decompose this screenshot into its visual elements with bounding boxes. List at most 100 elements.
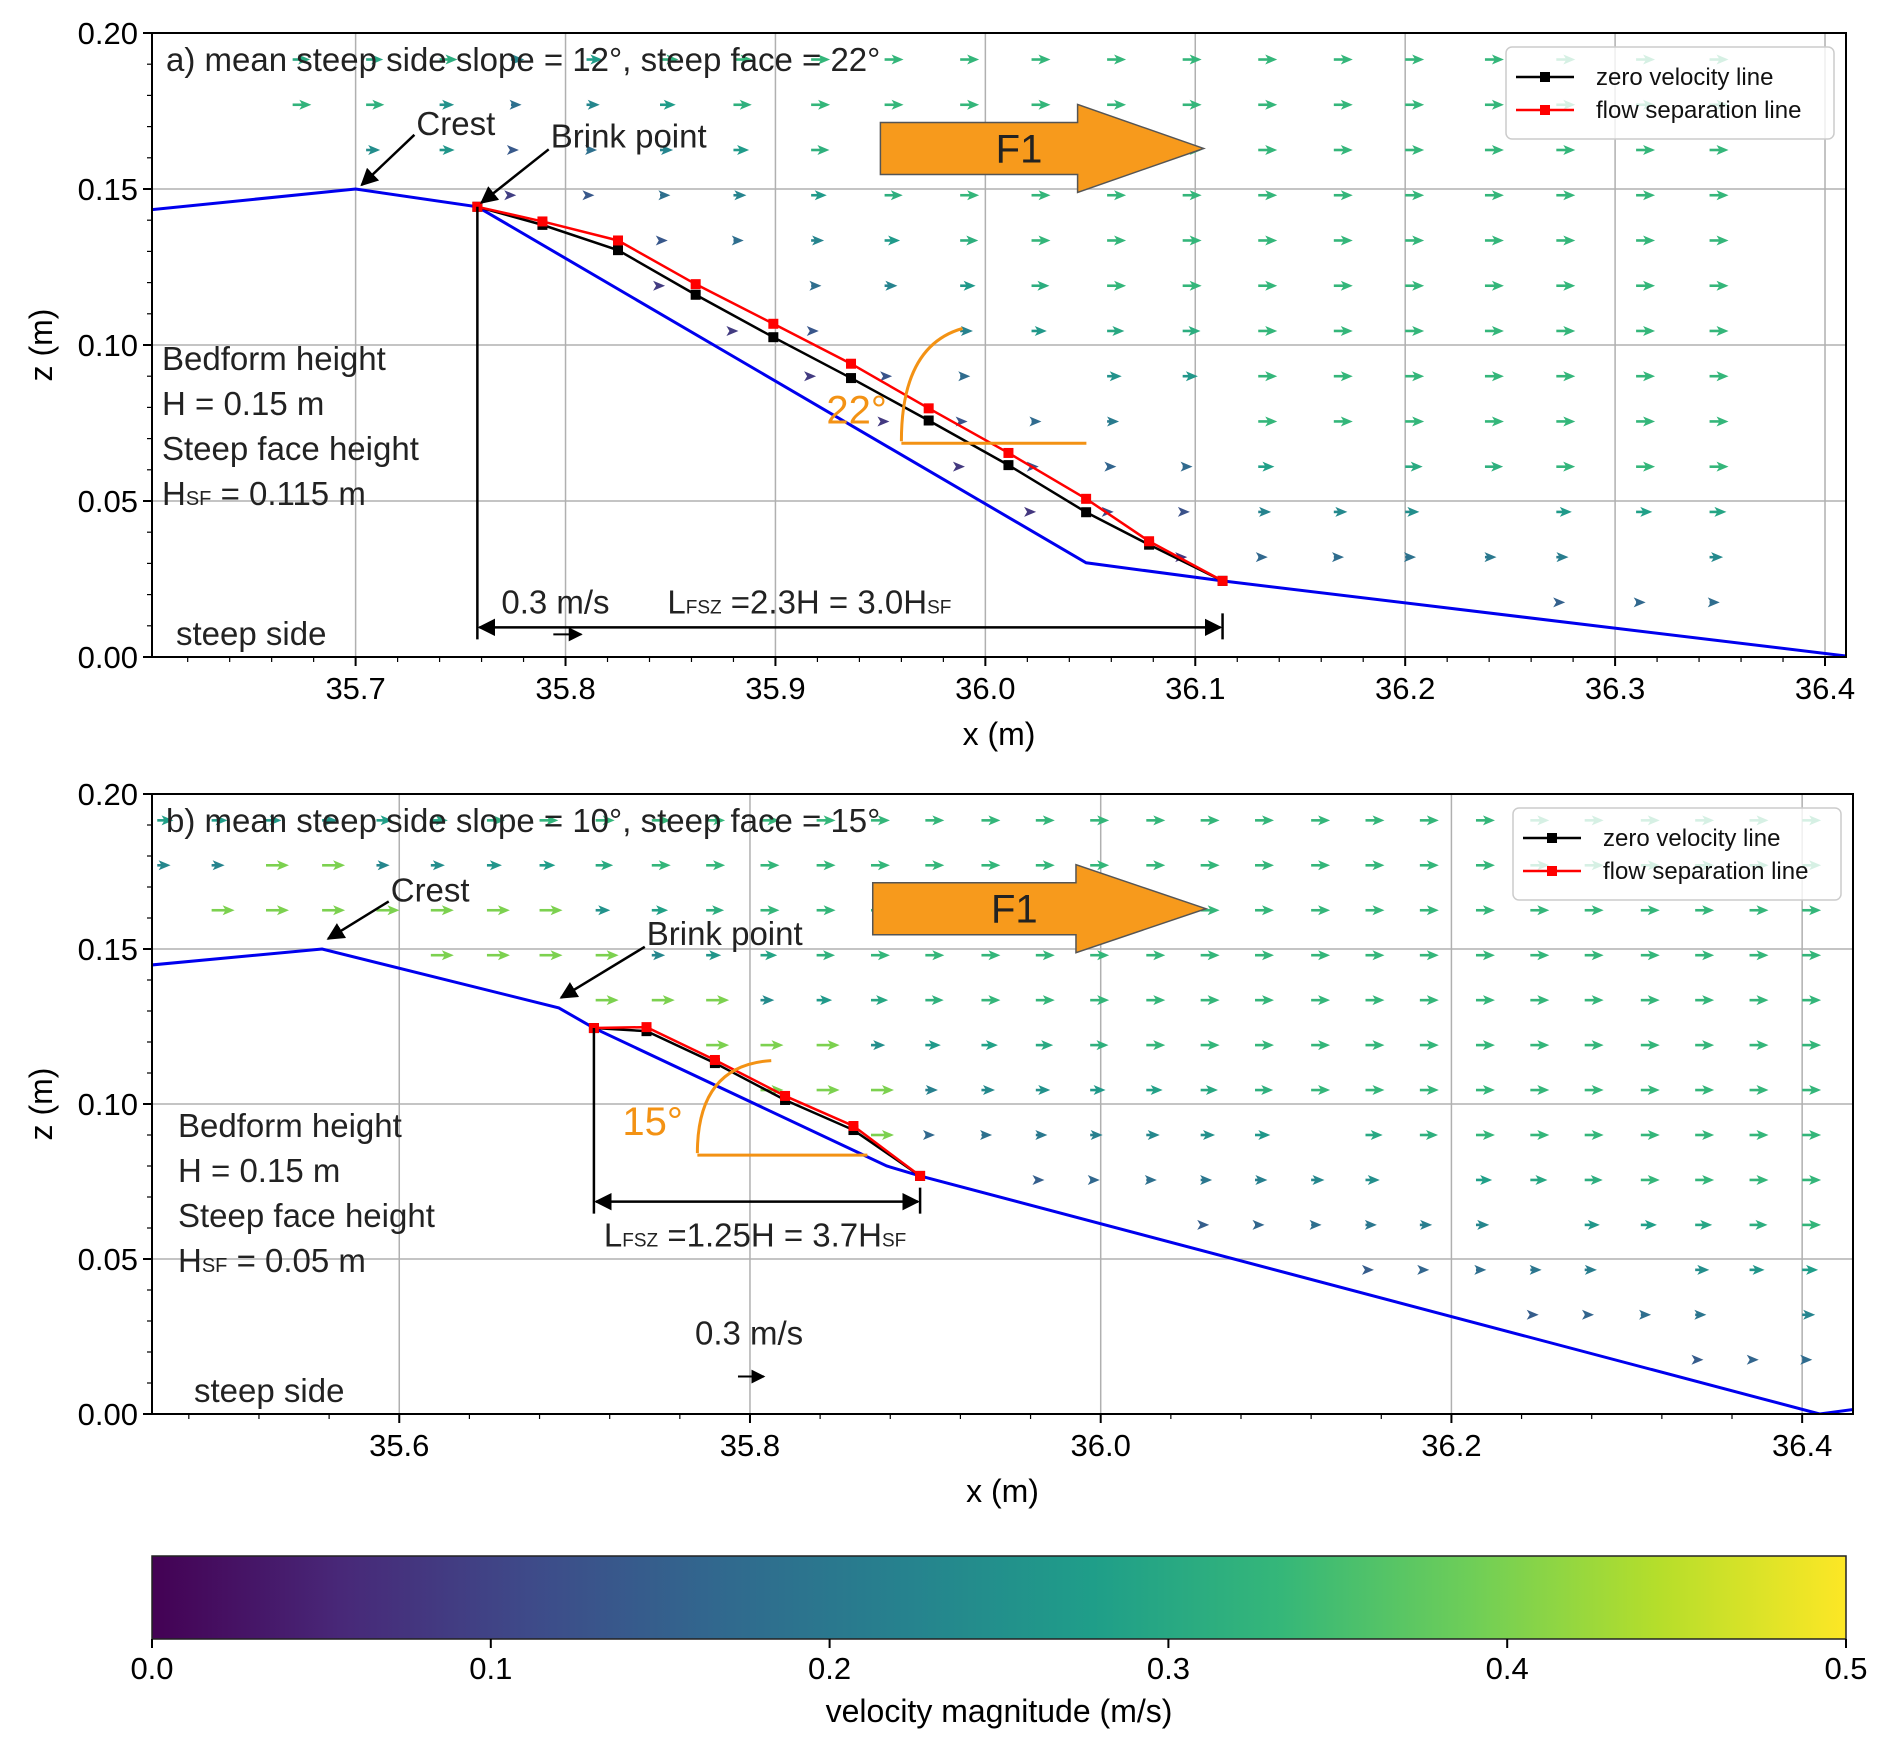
vector-head: [1639, 1309, 1652, 1320]
vector-head: [1107, 416, 1120, 427]
velocity-vector: [1107, 54, 1127, 65]
vector-head: [809, 280, 822, 291]
vector-head: [1480, 1174, 1493, 1185]
zero-velocity-line-marker: [690, 289, 701, 300]
vector-head: [881, 1130, 894, 1140]
legend-b: zero velocity line flow separation line: [1512, 807, 1842, 901]
velocity-vector: [1309, 1219, 1322, 1230]
hsf-symbol: H: [162, 475, 186, 512]
velocity-vector: [1749, 1264, 1765, 1275]
velocity-vector: [1405, 325, 1425, 336]
vector-head: [215, 815, 228, 826]
vector-head: [1482, 1130, 1495, 1140]
velocity-vector: [1484, 235, 1504, 246]
flow-separation-line-marker: [709, 1054, 720, 1065]
velocity-vector: [1182, 99, 1202, 110]
vector-head: [1312, 1174, 1325, 1185]
velocity-vector: [651, 905, 669, 916]
velocity-vector: [1200, 950, 1220, 961]
velocity-vector: [1584, 950, 1604, 961]
velocity-vector: [486, 815, 505, 826]
velocity-vector: [880, 371, 893, 382]
vector-head: [1426, 860, 1439, 871]
vector-head: [1563, 461, 1576, 472]
velocity-vector: [1405, 99, 1425, 110]
vector-head: [1591, 1085, 1604, 1096]
vector-head: [932, 950, 945, 961]
velocity-vector: [816, 905, 836, 916]
vector-head: [1647, 905, 1660, 916]
vector-head: [653, 280, 666, 291]
velocity-vector: [1311, 950, 1331, 961]
vector-head: [1265, 235, 1278, 246]
vector-head: [982, 1085, 995, 1096]
velocity-vector: [1636, 145, 1656, 155]
vector-head: [762, 995, 775, 1006]
velocity-vector: [651, 860, 671, 871]
velocity-vector: [1311, 1040, 1331, 1051]
velocity-vector: [1636, 190, 1656, 201]
velocity-vector: [1530, 995, 1550, 1006]
vector-head: [713, 815, 726, 826]
vector-head: [1147, 1130, 1160, 1140]
velocity-vector: [1333, 54, 1353, 65]
vector-head: [765, 950, 778, 961]
vector-head: [1756, 905, 1769, 916]
vector-head: [988, 950, 1001, 961]
hsf-value: = 0.05 m: [227, 1242, 366, 1279]
vector-head: [1258, 1130, 1271, 1140]
x-tick-label: 36.4: [1795, 671, 1855, 706]
velocity-vector: [733, 99, 752, 110]
vector-head: [932, 815, 945, 826]
vector-head: [1309, 1219, 1322, 1230]
vector-head: [655, 235, 668, 246]
x-tick-label: 35.7: [325, 671, 385, 706]
vector-head: [1318, 905, 1331, 916]
velocity-vector: [595, 815, 615, 826]
vector-head: [1412, 325, 1425, 336]
vector-head: [1477, 1219, 1490, 1230]
vector-head: [1035, 1130, 1048, 1140]
vector-head: [1412, 145, 1425, 155]
x-tick-label: 36.2: [1421, 1428, 1481, 1463]
vector-head: [1340, 325, 1353, 336]
vector-head: [441, 905, 454, 916]
vector-head: [712, 905, 725, 916]
vector-head: [1482, 815, 1495, 826]
velocity-vector: [816, 860, 836, 871]
vector-head: [1756, 1085, 1769, 1096]
vector-head: [1563, 416, 1576, 427]
vector-head: [497, 905, 510, 916]
lfsz-symbol: L: [604, 1217, 622, 1254]
velocity-vector: [1035, 1130, 1048, 1140]
vector-head: [1189, 99, 1202, 110]
y-tick-label: 0.00: [78, 1397, 138, 1432]
vector-head: [1372, 995, 1385, 1006]
vector-head: [1318, 1040, 1331, 1051]
zero-velocity-line-marker: [768, 332, 779, 343]
velocity-vector: [1255, 1130, 1271, 1140]
vector-head: [818, 99, 831, 110]
velocity-vector: [595, 905, 611, 916]
vector-head: [371, 54, 384, 65]
scale-key-label: 0.3 m/s: [501, 583, 609, 620]
lfsz-label: LFSZ =1.25H = 3.7HSF: [604, 1217, 906, 1254]
velocity-vector: [981, 995, 1001, 1006]
velocity-vector: [1695, 1264, 1710, 1275]
velocity-vector: [733, 190, 747, 201]
vector-head: [1153, 815, 1166, 826]
colorbar-tick-label: 0.4: [1486, 1651, 1529, 1686]
vector-head: [980, 1130, 993, 1140]
vector-head: [368, 145, 381, 155]
zero-velocity-line: [593, 1026, 921, 1177]
vector-head: [891, 99, 904, 110]
velocity-vector: [1530, 1085, 1550, 1096]
vector-head: [963, 280, 976, 291]
velocity-vector: [1258, 506, 1272, 517]
vector-head: [820, 995, 833, 1006]
lfsz-subscript-sf: SF: [882, 1231, 906, 1252]
velocity-vector: [1182, 190, 1202, 201]
vector-head: [1261, 950, 1274, 961]
velocity-vector: [811, 235, 825, 246]
vector-head: [1755, 1219, 1768, 1230]
